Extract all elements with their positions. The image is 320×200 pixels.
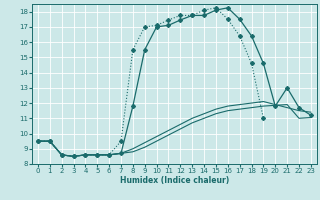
X-axis label: Humidex (Indice chaleur): Humidex (Indice chaleur) bbox=[120, 176, 229, 185]
